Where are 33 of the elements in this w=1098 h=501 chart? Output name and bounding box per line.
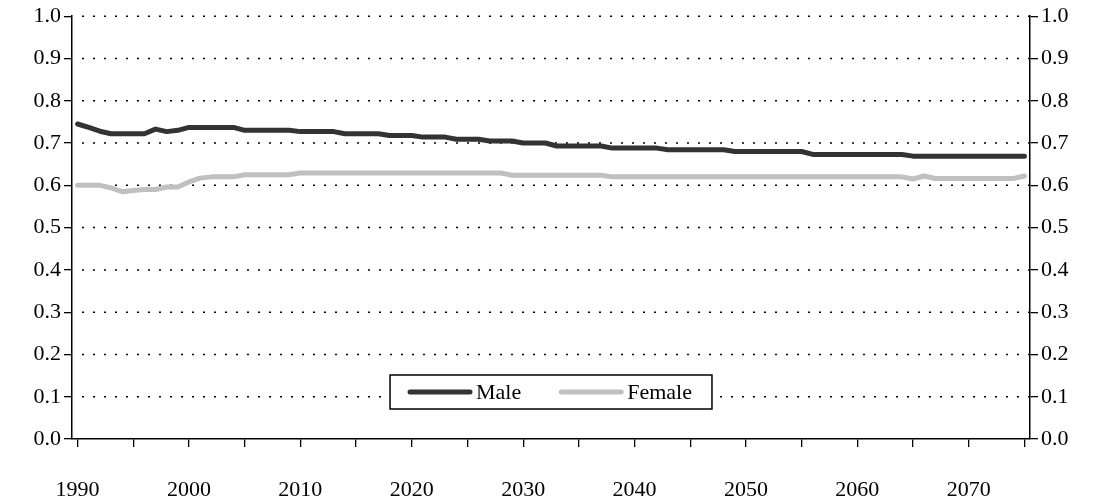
y2-tick-label: 0.7 bbox=[1041, 128, 1069, 154]
y-tick-label: 0.7 bbox=[33, 128, 61, 154]
y2-tick-label: 0.0 bbox=[1041, 424, 1069, 450]
y-tick-label: 0.8 bbox=[33, 86, 61, 112]
x-tick-label: 2020 bbox=[389, 475, 434, 501]
y-tick-label: 0.6 bbox=[33, 171, 61, 197]
x-tick-label: 2040 bbox=[612, 475, 657, 501]
y2-tick-label: 0.3 bbox=[1041, 297, 1069, 323]
y2-tick-label: 0.9 bbox=[1041, 44, 1069, 70]
y2-tick-label: 0.6 bbox=[1041, 171, 1069, 197]
x-tick-label: 2000 bbox=[166, 475, 211, 501]
x-tick-label: 1990 bbox=[55, 475, 100, 501]
y2-tick-label: 0.5 bbox=[1041, 213, 1069, 239]
y-tick-label: 0.4 bbox=[33, 255, 61, 281]
legend-label: Male bbox=[476, 378, 522, 404]
y2-tick-label: 0.1 bbox=[1041, 382, 1069, 408]
y-tick-label: 0.9 bbox=[33, 44, 61, 70]
x-tick-label: 2050 bbox=[723, 475, 768, 501]
y2-tick-label: 0.8 bbox=[1041, 86, 1069, 112]
y-tick-label: 1.0 bbox=[33, 1, 61, 27]
x-tick-label: 2070 bbox=[946, 475, 991, 501]
y-tick-label: 0.1 bbox=[33, 382, 61, 408]
y-tick-label: 0.0 bbox=[33, 424, 61, 450]
x-tick-label: 2060 bbox=[835, 475, 880, 501]
x-tick-label: 2010 bbox=[278, 475, 323, 501]
y-tick-label: 0.5 bbox=[33, 213, 61, 239]
y2-tick-label: 0.2 bbox=[1041, 340, 1069, 366]
y-tick-label: 0.3 bbox=[33, 297, 61, 323]
legend-label: Female bbox=[627, 378, 692, 404]
y-tick-label: 0.2 bbox=[33, 340, 61, 366]
y2-tick-label: 0.4 bbox=[1041, 255, 1069, 281]
y2-tick-label: 1.0 bbox=[1041, 1, 1069, 27]
x-tick-label: 2030 bbox=[501, 475, 546, 501]
